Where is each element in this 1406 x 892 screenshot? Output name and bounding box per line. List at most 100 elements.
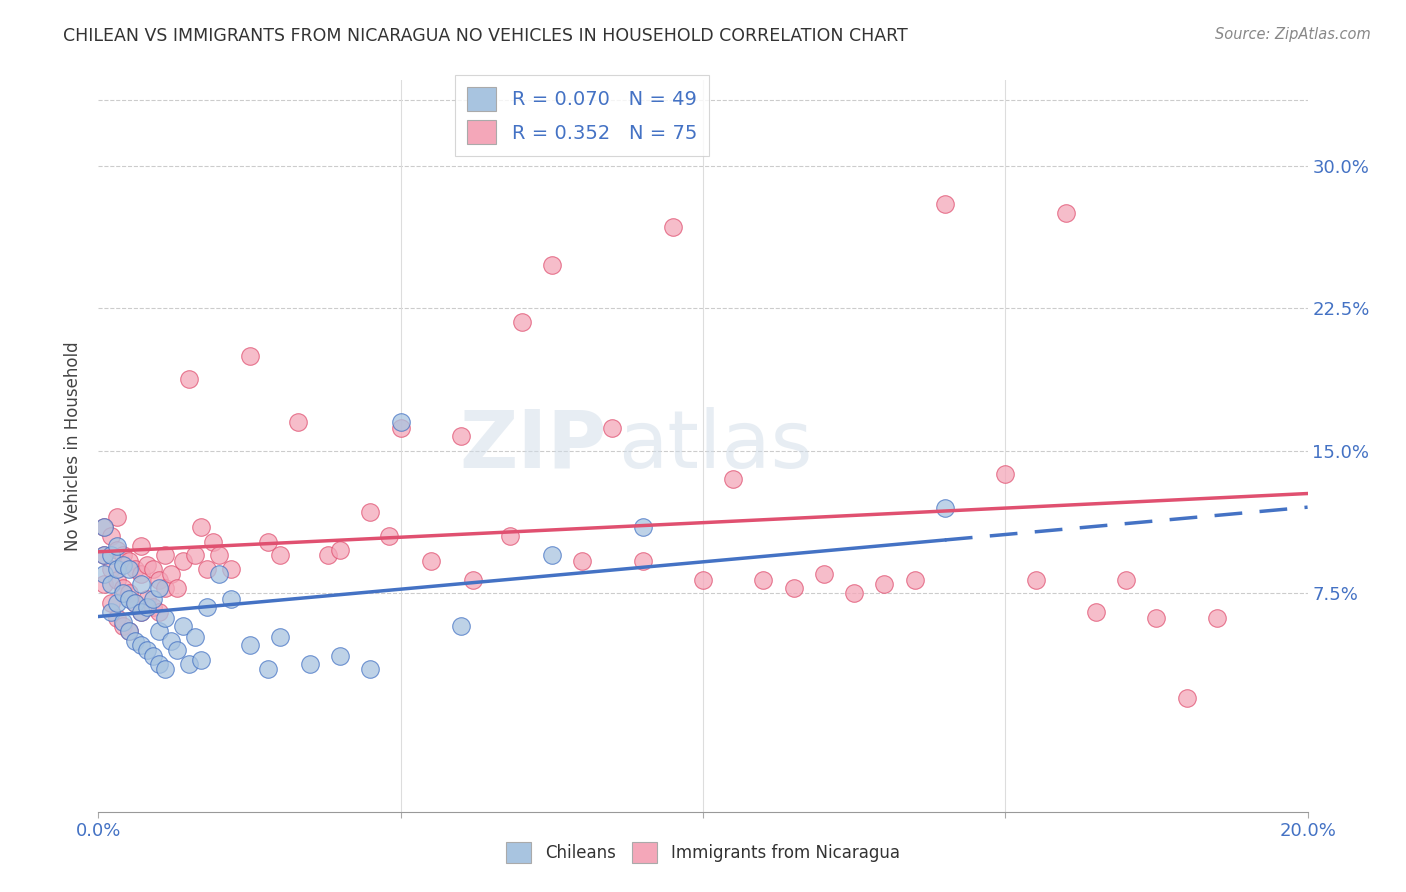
Point xyxy=(105,561,128,575)
Point xyxy=(111,618,134,632)
Point xyxy=(111,558,134,572)
Point xyxy=(105,611,128,625)
Point xyxy=(450,618,472,632)
Point xyxy=(105,542,128,557)
Point xyxy=(934,196,956,211)
Point xyxy=(118,586,141,600)
Point xyxy=(153,662,176,676)
Point xyxy=(100,576,122,591)
Point xyxy=(160,633,183,648)
Y-axis label: No Vehicles in Household: No Vehicles in Household xyxy=(65,341,83,551)
Point xyxy=(93,520,115,534)
Point xyxy=(100,596,122,610)
Point xyxy=(208,548,231,562)
Point xyxy=(124,596,146,610)
Point xyxy=(184,630,207,644)
Point xyxy=(105,573,128,587)
Point xyxy=(118,624,141,639)
Point xyxy=(172,618,194,632)
Point xyxy=(360,662,382,676)
Point xyxy=(463,573,485,587)
Text: CHILEAN VS IMMIGRANTS FROM NICARAGUA NO VEHICLES IN HOUSEHOLD CORRELATION CHART: CHILEAN VS IMMIGRANTS FROM NICARAGUA NO … xyxy=(63,27,908,45)
Point xyxy=(190,520,212,534)
Point xyxy=(111,615,134,629)
Point xyxy=(287,415,309,429)
Point xyxy=(1115,573,1137,587)
Point xyxy=(111,548,134,562)
Point xyxy=(602,421,624,435)
Point xyxy=(148,581,170,595)
Text: Source: ZipAtlas.com: Source: ZipAtlas.com xyxy=(1215,27,1371,42)
Point xyxy=(148,624,170,639)
Point xyxy=(105,510,128,524)
Point xyxy=(142,591,165,606)
Text: atlas: atlas xyxy=(619,407,813,485)
Point xyxy=(129,576,152,591)
Point xyxy=(93,548,115,562)
Point xyxy=(377,529,399,543)
Point xyxy=(129,567,152,582)
Text: ZIP: ZIP xyxy=(458,407,606,485)
Point xyxy=(118,561,141,575)
Point xyxy=(124,561,146,575)
Point xyxy=(190,653,212,667)
Point xyxy=(184,548,207,562)
Point xyxy=(269,630,291,644)
Point xyxy=(153,581,176,595)
Point xyxy=(100,548,122,562)
Point xyxy=(994,467,1017,481)
Point xyxy=(498,529,520,543)
Point xyxy=(148,605,170,619)
Point xyxy=(631,554,654,568)
Point xyxy=(813,567,835,582)
Point xyxy=(202,535,225,549)
Point xyxy=(111,586,134,600)
Point xyxy=(420,554,443,568)
Point xyxy=(118,591,141,606)
Point xyxy=(111,581,134,595)
Point xyxy=(221,591,243,606)
Point xyxy=(135,599,157,614)
Point xyxy=(129,605,152,619)
Point xyxy=(269,548,291,562)
Point xyxy=(631,520,654,534)
Point xyxy=(93,520,115,534)
Point xyxy=(1206,611,1229,625)
Point xyxy=(1085,605,1108,619)
Point xyxy=(1024,573,1046,587)
Point xyxy=(208,567,231,582)
Point xyxy=(329,648,352,663)
Point xyxy=(129,638,152,652)
Point xyxy=(124,596,146,610)
Point xyxy=(256,662,278,676)
Point xyxy=(135,558,157,572)
Point xyxy=(166,581,188,595)
Point xyxy=(389,415,412,429)
Point xyxy=(571,554,593,568)
Point xyxy=(723,472,745,486)
Point xyxy=(450,428,472,442)
Point xyxy=(540,548,562,562)
Point xyxy=(166,643,188,657)
Point xyxy=(142,561,165,575)
Point xyxy=(299,657,322,671)
Point xyxy=(752,573,775,587)
Point xyxy=(540,258,562,272)
Point xyxy=(93,576,115,591)
Point xyxy=(661,219,683,234)
Point xyxy=(93,548,115,562)
Point xyxy=(142,599,165,614)
Point xyxy=(1175,690,1198,705)
Point xyxy=(93,567,115,582)
Point xyxy=(148,573,170,587)
Point xyxy=(118,554,141,568)
Point xyxy=(195,599,218,614)
Point xyxy=(195,561,218,575)
Point xyxy=(124,633,146,648)
Point xyxy=(100,561,122,575)
Point xyxy=(129,539,152,553)
Point xyxy=(153,611,176,625)
Point xyxy=(239,349,262,363)
Point xyxy=(172,554,194,568)
Point xyxy=(148,657,170,671)
